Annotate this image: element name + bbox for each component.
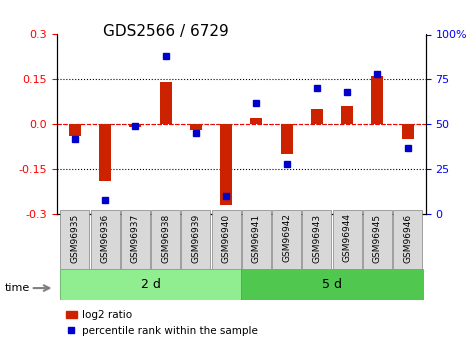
Text: GSM96941: GSM96941 bbox=[252, 213, 261, 263]
Text: GSM96942: GSM96942 bbox=[282, 213, 291, 263]
Text: GDS2566 / 6729: GDS2566 / 6729 bbox=[103, 24, 228, 39]
Text: GSM96937: GSM96937 bbox=[131, 213, 140, 263]
Bar bbox=[371, 76, 383, 124]
Text: GSM96946: GSM96946 bbox=[403, 213, 412, 263]
FancyBboxPatch shape bbox=[211, 210, 241, 269]
FancyBboxPatch shape bbox=[302, 210, 332, 269]
Text: GSM96939: GSM96939 bbox=[192, 213, 201, 263]
Bar bbox=[250, 118, 263, 124]
Legend: log2 ratio, percentile rank within the sample: log2 ratio, percentile rank within the s… bbox=[62, 306, 262, 340]
Bar bbox=[190, 124, 202, 130]
FancyBboxPatch shape bbox=[241, 269, 423, 300]
Text: GSM96936: GSM96936 bbox=[101, 213, 110, 263]
FancyBboxPatch shape bbox=[60, 269, 241, 300]
FancyBboxPatch shape bbox=[272, 210, 301, 269]
FancyBboxPatch shape bbox=[363, 210, 392, 269]
Bar bbox=[99, 124, 111, 181]
Text: GSM96943: GSM96943 bbox=[312, 213, 321, 263]
FancyBboxPatch shape bbox=[121, 210, 150, 269]
Bar bbox=[69, 124, 81, 136]
FancyBboxPatch shape bbox=[393, 210, 422, 269]
Text: GSM96945: GSM96945 bbox=[373, 213, 382, 263]
Text: GSM96944: GSM96944 bbox=[342, 213, 351, 263]
Text: 5 d: 5 d bbox=[322, 278, 342, 291]
Bar bbox=[402, 124, 413, 139]
FancyBboxPatch shape bbox=[242, 210, 271, 269]
FancyBboxPatch shape bbox=[181, 210, 210, 269]
Text: GSM96935: GSM96935 bbox=[70, 213, 79, 263]
Bar bbox=[311, 109, 323, 124]
FancyBboxPatch shape bbox=[61, 210, 89, 269]
FancyBboxPatch shape bbox=[151, 210, 180, 269]
Bar bbox=[129, 124, 141, 127]
Bar bbox=[220, 124, 232, 205]
Bar bbox=[159, 82, 172, 124]
Text: time: time bbox=[5, 283, 30, 293]
Text: GSM96940: GSM96940 bbox=[222, 213, 231, 263]
Text: 2 d: 2 d bbox=[140, 278, 160, 291]
FancyBboxPatch shape bbox=[333, 210, 361, 269]
Text: GSM96938: GSM96938 bbox=[161, 213, 170, 263]
FancyBboxPatch shape bbox=[91, 210, 120, 269]
Bar bbox=[280, 124, 293, 154]
Bar bbox=[341, 106, 353, 124]
